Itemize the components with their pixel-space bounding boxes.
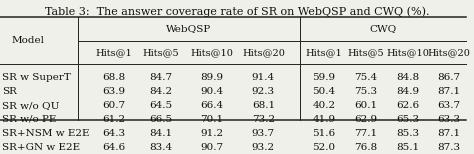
Text: 60.1: 60.1	[355, 101, 377, 110]
Text: 75.4: 75.4	[355, 73, 377, 82]
Text: 50.4: 50.4	[312, 87, 336, 96]
Text: SR+GN w E2E: SR+GN w E2E	[2, 142, 81, 152]
Text: 62.6: 62.6	[396, 101, 419, 110]
Text: 40.2: 40.2	[312, 101, 336, 110]
Text: 87.1: 87.1	[438, 129, 460, 138]
Text: 70.1: 70.1	[201, 115, 224, 124]
Text: 91.4: 91.4	[252, 73, 275, 82]
Text: 84.7: 84.7	[149, 73, 173, 82]
Text: 75.3: 75.3	[355, 87, 377, 96]
Text: CWQ: CWQ	[369, 24, 397, 33]
Text: Hits@5: Hits@5	[347, 48, 384, 57]
Text: 59.9: 59.9	[312, 73, 336, 82]
Text: 93.7: 93.7	[252, 129, 275, 138]
Text: Hits@1: Hits@1	[306, 48, 342, 57]
Text: 93.2: 93.2	[252, 142, 275, 152]
Text: 68.8: 68.8	[103, 73, 126, 82]
Text: 89.9: 89.9	[201, 73, 224, 82]
Text: Hits@1: Hits@1	[96, 48, 133, 57]
Text: 64.6: 64.6	[103, 142, 126, 152]
Text: 66.5: 66.5	[149, 115, 173, 124]
Text: Model: Model	[12, 36, 45, 45]
Text: Table 3:  The answer coverage rate of SR on WebQSP and CWQ (%).: Table 3: The answer coverage rate of SR …	[45, 6, 429, 17]
Text: 85.1: 85.1	[396, 142, 419, 152]
Text: 76.8: 76.8	[355, 142, 377, 152]
Text: 51.6: 51.6	[312, 129, 336, 138]
Text: 84.2: 84.2	[149, 87, 173, 96]
Text: WebQSP: WebQSP	[166, 24, 212, 33]
Text: 64.3: 64.3	[103, 129, 126, 138]
Text: 68.1: 68.1	[252, 101, 275, 110]
Text: 87.3: 87.3	[438, 142, 460, 152]
Text: 91.2: 91.2	[201, 129, 224, 138]
Text: 62.9: 62.9	[355, 115, 377, 124]
Text: Hits@20: Hits@20	[428, 48, 470, 57]
Text: 52.0: 52.0	[312, 142, 336, 152]
Text: 86.7: 86.7	[438, 73, 460, 82]
Text: 63.7: 63.7	[438, 101, 460, 110]
Text: 63.9: 63.9	[103, 87, 126, 96]
Text: 84.9: 84.9	[396, 87, 419, 96]
Text: 92.3: 92.3	[252, 87, 275, 96]
Text: Hits@10: Hits@10	[191, 48, 234, 57]
Text: 83.4: 83.4	[149, 142, 173, 152]
Text: Hits@20: Hits@20	[242, 48, 285, 57]
Text: 60.7: 60.7	[103, 101, 126, 110]
Text: 87.1: 87.1	[438, 87, 460, 96]
Text: 77.1: 77.1	[355, 129, 377, 138]
Text: 61.2: 61.2	[103, 115, 126, 124]
Text: SR w/o QU: SR w/o QU	[2, 101, 60, 110]
Text: 41.9: 41.9	[312, 115, 336, 124]
Text: 73.2: 73.2	[252, 115, 275, 124]
Text: 84.8: 84.8	[396, 73, 419, 82]
Text: 90.7: 90.7	[201, 142, 224, 152]
Text: 64.5: 64.5	[149, 101, 173, 110]
Text: Hits@10: Hits@10	[386, 48, 429, 57]
Text: 90.4: 90.4	[201, 87, 224, 96]
Text: 63.3: 63.3	[438, 115, 460, 124]
Text: SR w/o PE: SR w/o PE	[2, 115, 57, 124]
Text: SR: SR	[2, 87, 17, 96]
Text: 85.3: 85.3	[396, 129, 419, 138]
Text: 84.1: 84.1	[149, 129, 173, 138]
Text: 66.4: 66.4	[201, 101, 224, 110]
Text: SR+NSM w E2E: SR+NSM w E2E	[2, 129, 90, 138]
Text: 65.3: 65.3	[396, 115, 419, 124]
Text: SR w SuperT: SR w SuperT	[2, 73, 71, 82]
Text: Hits@5: Hits@5	[143, 48, 179, 57]
